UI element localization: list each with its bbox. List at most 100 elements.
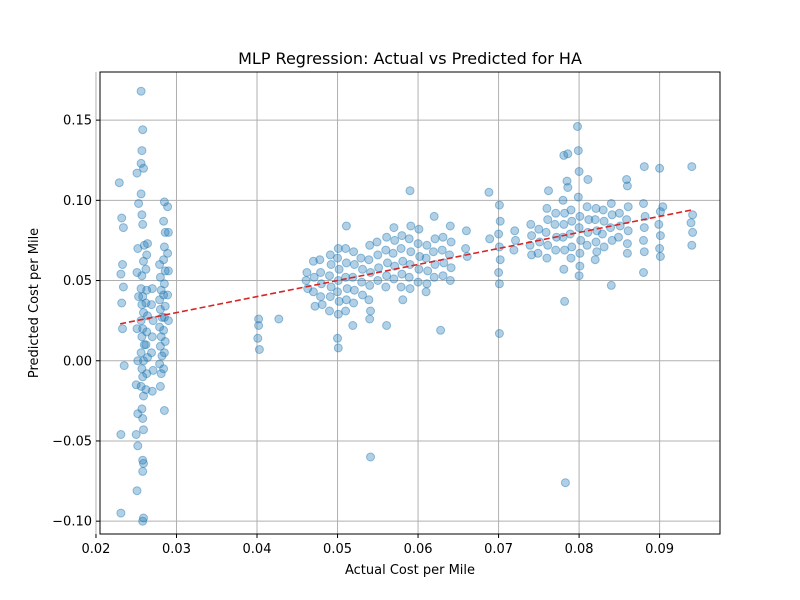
data-point — [397, 269, 407, 279]
data-point — [349, 260, 359, 269]
data-point — [421, 287, 431, 297]
data-point — [574, 167, 584, 176]
grid-lines — [95, 72, 720, 534]
data-point — [341, 244, 351, 253]
data-point — [598, 205, 608, 215]
data-point — [133, 356, 143, 366]
data-point — [156, 369, 166, 379]
data-point — [597, 229, 607, 239]
axes-frame — [99, 71, 721, 535]
data-point — [139, 458, 148, 468]
data-point — [658, 202, 668, 212]
data-point — [334, 296, 344, 306]
data-point — [494, 279, 504, 289]
data-point — [136, 381, 146, 391]
data-point — [541, 227, 551, 237]
data-point — [398, 256, 408, 266]
data-point — [325, 271, 334, 281]
data-point — [163, 227, 173, 237]
data-point — [373, 250, 383, 260]
data-point — [639, 223, 649, 233]
data-point — [495, 255, 505, 265]
data-point — [527, 250, 537, 260]
data-point — [438, 271, 448, 281]
data-point — [494, 329, 504, 338]
data-point — [567, 242, 577, 252]
data-point — [136, 189, 146, 199]
data-point — [139, 308, 148, 318]
data-point — [117, 213, 127, 223]
data-point — [148, 316, 158, 326]
data-point — [388, 248, 398, 258]
data-point — [159, 216, 169, 226]
data-point — [374, 263, 384, 273]
data-point — [254, 314, 264, 324]
data-point — [404, 234, 414, 244]
y-tick-label: 0.10 — [63, 194, 92, 209]
data-point — [511, 235, 520, 245]
data-point — [325, 306, 334, 316]
data-point — [559, 150, 569, 160]
data-point — [341, 221, 351, 231]
data-point — [142, 250, 152, 260]
data-point — [382, 232, 392, 242]
data-point — [333, 253, 342, 263]
data-point — [614, 232, 623, 242]
data-point — [138, 466, 148, 476]
data-point — [118, 260, 127, 269]
data-point — [563, 149, 573, 159]
data-point — [382, 271, 392, 281]
y-axis-ticks: −0.10 −0.05 0.00 0.05 0.10 0.15 — [52, 114, 100, 530]
data-point — [274, 314, 284, 324]
data-point — [573, 146, 583, 156]
data-point — [138, 455, 148, 465]
data-point — [566, 253, 576, 263]
data-point — [254, 345, 264, 354]
x-tick-label: 0.03 — [162, 542, 191, 557]
data-point — [341, 258, 351, 268]
y-tick-label: 0.15 — [63, 114, 92, 129]
data-point — [132, 486, 142, 496]
data-point — [137, 271, 147, 281]
y-tick-label: −0.05 — [52, 434, 92, 449]
data-point — [582, 202, 592, 212]
data-point — [406, 221, 416, 231]
data-point — [342, 284, 352, 294]
data-point — [136, 348, 146, 358]
data-point — [139, 340, 149, 350]
data-point — [341, 295, 351, 305]
data-point — [622, 239, 632, 249]
data-point — [639, 268, 648, 277]
data-point — [349, 247, 359, 257]
data-point — [542, 253, 552, 263]
y-tick-label: −0.10 — [52, 515, 92, 530]
data-point — [430, 260, 440, 269]
y-tick-label: 0.00 — [63, 354, 92, 369]
data-point — [573, 192, 583, 202]
data-point — [156, 332, 166, 342]
data-point — [159, 279, 169, 289]
data-point — [622, 175, 632, 184]
data-point — [574, 271, 584, 281]
data-point — [590, 215, 600, 225]
data-point — [421, 253, 431, 263]
data-point — [136, 284, 146, 294]
data-point — [159, 325, 169, 335]
data-point — [366, 452, 375, 462]
data-point — [155, 322, 165, 332]
data-point — [606, 223, 615, 233]
data-point — [405, 186, 415, 196]
data-point — [143, 353, 152, 362]
data-point — [562, 176, 572, 186]
data-point — [341, 306, 351, 316]
data-point — [640, 211, 650, 221]
data-point — [326, 260, 336, 269]
data-point — [364, 295, 374, 305]
data-point — [131, 430, 141, 439]
data-point — [655, 163, 665, 173]
data-point — [117, 298, 127, 308]
data-point — [139, 240, 149, 250]
data-point — [160, 337, 170, 346]
data-point — [423, 266, 433, 276]
data-point — [139, 163, 148, 173]
